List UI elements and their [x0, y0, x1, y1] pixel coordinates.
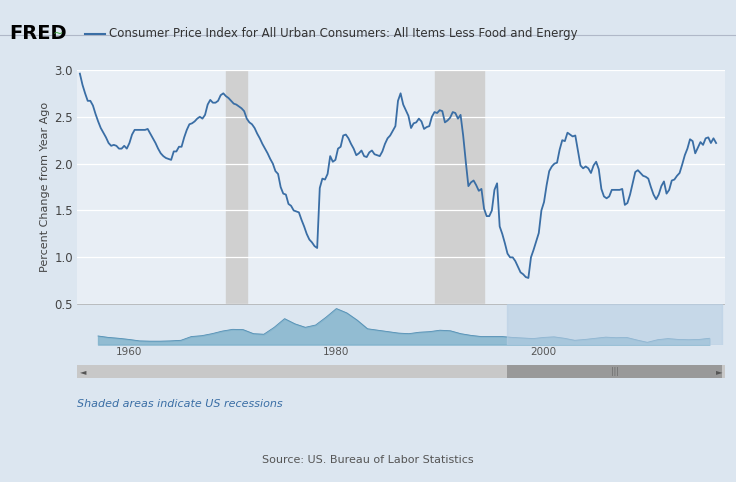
Bar — [507, 304, 722, 345]
Text: ◄: ◄ — [80, 367, 86, 376]
Text: Source: US. Bureau of Labor Statistics: Source: US. Bureau of Labor Statistics — [262, 455, 474, 465]
Text: FRED: FRED — [9, 24, 66, 43]
Text: ~: ~ — [53, 27, 63, 40]
Bar — [226, 70, 247, 304]
Bar — [434, 70, 484, 304]
Text: |||: ||| — [611, 367, 618, 376]
Text: ►: ► — [716, 367, 722, 376]
Bar — [507, 365, 722, 378]
Text: Consumer Price Index for All Urban Consumers: All Items Less Food and Energy: Consumer Price Index for All Urban Consu… — [109, 27, 578, 40]
Y-axis label: Percent Change from Year Ago: Percent Change from Year Ago — [40, 102, 50, 272]
Text: Shaded areas indicate US recessions: Shaded areas indicate US recessions — [77, 399, 283, 409]
